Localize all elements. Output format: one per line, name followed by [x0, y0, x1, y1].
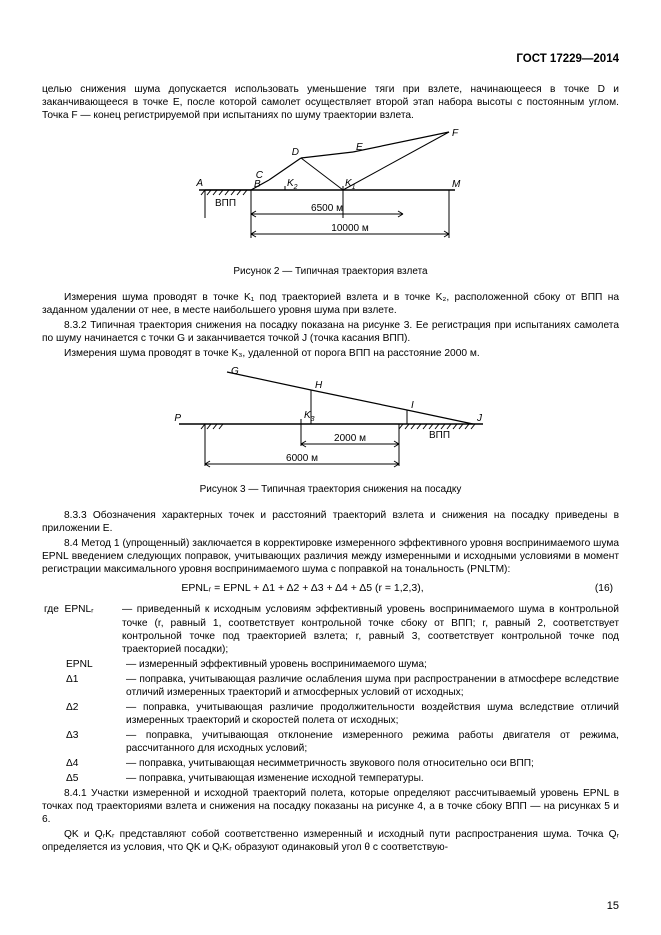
svg-text:K3: K3	[304, 410, 315, 423]
svg-text:P: P	[174, 413, 181, 424]
def-row: Δ2— поправка, учитывающая различие продо…	[42, 701, 619, 727]
svg-text:E: E	[356, 142, 363, 153]
svg-text:6000 м: 6000 м	[286, 453, 318, 464]
svg-text:2000 м: 2000 м	[334, 433, 366, 444]
svg-text:C: C	[255, 170, 263, 181]
definitions-list: где EPNLᵣ— приведенный к исходным услови…	[42, 603, 619, 785]
def-label: Δ2	[42, 701, 126, 727]
para-833: 8.3.3 Обозначения характерных точек и ра…	[42, 509, 619, 535]
svg-text:I: I	[411, 400, 414, 411]
formula-16-text: EPNLᵣ = EPNL + Δ1 + Δ2 + Δ3 + Δ4 + Δ5 (r…	[181, 582, 423, 595]
para-k3: Измерения шума проводят в точке K₃, удал…	[42, 347, 619, 360]
figure-3-caption: Рисунок 3 — Типичная траектория снижения…	[42, 484, 619, 497]
para-qk: QK и QᵣKᵣ представляют собой соответстве…	[42, 828, 619, 854]
svg-text:G: G	[231, 366, 239, 377]
def-text: — поправка, учитывающая изменение исходн…	[126, 772, 619, 785]
def-label: Δ3	[42, 729, 126, 755]
figure-2-svg: ABCDEFMK1K2ВПП6500 м10000 м	[181, 128, 481, 258]
page: ГОСТ 17229—2014 целью снижения шума допу…	[0, 0, 661, 935]
intro-paragraph: целью снижения шума допускается использо…	[42, 83, 619, 122]
defs-where: где EPNLᵣ	[42, 603, 122, 655]
def-label: Δ1	[42, 673, 126, 699]
page-number: 15	[607, 899, 619, 913]
def-row: Δ3— поправка, учитывающая отклонение изм…	[42, 729, 619, 755]
para-84: 8.4 Метод 1 (упрощенный) заключается в к…	[42, 537, 619, 576]
svg-text:J: J	[476, 413, 483, 424]
svg-text:A: A	[195, 178, 203, 189]
formula-16: EPNLᵣ = EPNL + Δ1 + Δ2 + Δ3 + Δ4 + Δ5 (r…	[42, 582, 619, 595]
svg-text:K1: K1	[345, 178, 356, 191]
doc-header: ГОСТ 17229—2014	[42, 52, 619, 67]
def-text: — измеренный эффективный уровень восприн…	[126, 658, 619, 671]
svg-text:F: F	[452, 128, 459, 139]
svg-text:ВПП: ВПП	[215, 198, 236, 209]
def-label: EPNL	[42, 658, 126, 671]
def-row: Δ4— поправка, учитывающая несимметричнос…	[42, 757, 619, 770]
svg-text:H: H	[315, 380, 323, 391]
def-row: Δ5— поправка, учитывающая изменение исхо…	[42, 772, 619, 785]
svg-text:ВПП: ВПП	[429, 430, 450, 441]
para-k1k2: Измерения шума проводят в точке K₁ под т…	[42, 291, 619, 317]
svg-text:K2: K2	[287, 178, 298, 191]
svg-text:D: D	[291, 147, 298, 158]
def-text: — поправка, учитывающая различие ослабле…	[126, 673, 619, 699]
def-row: Δ1— поправка, учитывающая различие ослаб…	[42, 673, 619, 699]
figure-2-caption: Рисунок 2 — Типичная траектория взлета	[42, 266, 619, 279]
formula-16-num: (16)	[563, 582, 619, 595]
svg-text:10000 м: 10000 м	[331, 223, 369, 234]
figure-2: ABCDEFMK1K2ВПП6500 м10000 м	[42, 128, 619, 262]
def-text: — поправка, учитывающая различие продолж…	[126, 701, 619, 727]
def-text: — приведенный к исходным условиям эффект…	[122, 603, 619, 655]
def-row: EPNL— измеренный эффективный уровень вос…	[42, 658, 619, 671]
svg-text:M: M	[452, 179, 461, 190]
para-841: 8.4.1 Участки измеренной и исходной трае…	[42, 787, 619, 826]
figure-3-svg: G H I J P K3 ВПП 2000 м 6000 м	[161, 366, 501, 476]
def-label: Δ5	[42, 772, 126, 785]
para-832: 8.3.2 Типичная траектория снижения на по…	[42, 319, 619, 345]
figure-3: G H I J P K3 ВПП 2000 м 6000 м	[42, 366, 619, 480]
def-text: — поправка, учитывающая несимметричность…	[126, 757, 619, 770]
def-label: Δ4	[42, 757, 126, 770]
svg-text:6500 м: 6500 м	[311, 203, 343, 214]
def-text: — поправка, учитывающая отклонение измер…	[126, 729, 619, 755]
